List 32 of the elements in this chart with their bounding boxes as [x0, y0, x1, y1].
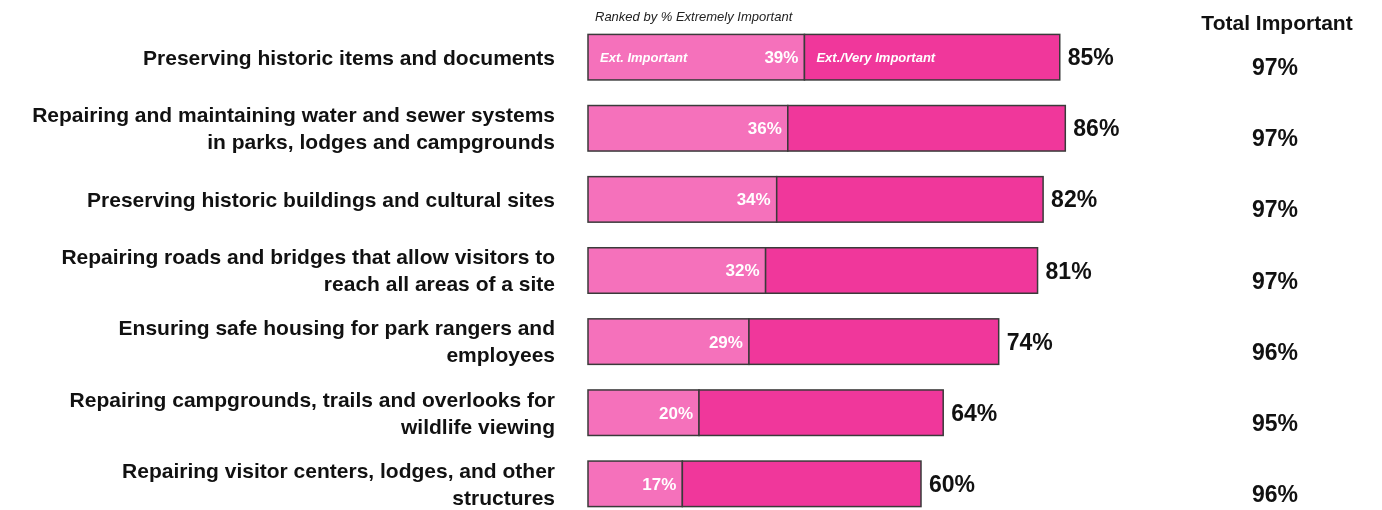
- total-label: 86%: [1073, 115, 1120, 142]
- total-label: 64%: [951, 399, 998, 426]
- y-tick-label: Repairing visitor centers, lodges, and other structures: [122, 458, 555, 509]
- text: 96%: [1251, 338, 1299, 365]
- y-tick-label: Ensuring safe housing for park rangers and employees: [118, 316, 555, 367]
- total-label: 74%: [1006, 328, 1053, 355]
- y-tick-label: Preserving historic items and documents: [143, 45, 555, 69]
- y-tick-label: Preserving historic buildings and cultural sites: [87, 187, 555, 211]
- data-label: 39%: [764, 48, 799, 68]
- data-label: 34%: [736, 190, 771, 210]
- text: 95%: [1251, 409, 1299, 436]
- data-label: 17%: [642, 474, 677, 494]
- total-label: 82%: [1051, 186, 1098, 213]
- data-label: 32%: [725, 261, 760, 281]
- data-label: 20%: [658, 403, 693, 423]
- data-label: 29%: [708, 332, 743, 352]
- y-tick-label: Repairing campgrounds, trails and overlooks for wildlife viewing: [69, 387, 555, 438]
- y-tick-label: Repairing roads and bridges that allow visitors to reach all areas of a site: [61, 245, 555, 296]
- text: 97%: [1251, 196, 1299, 223]
- text: Total Important: [1201, 11, 1353, 34]
- total-label: 85%: [1067, 44, 1114, 71]
- series-label: Ext. Important: [600, 49, 689, 65]
- text: 97%: [1251, 125, 1299, 152]
- series-label: Ext./Very Important: [816, 49, 936, 65]
- text: 97%: [1251, 54, 1299, 81]
- total-label: 81%: [1045, 257, 1092, 284]
- text: 96%: [1251, 480, 1299, 507]
- total-label: 60%: [929, 470, 976, 497]
- chart-subtitle: Ranked by % Extremely Important: [595, 9, 794, 24]
- data-label: 36%: [747, 119, 782, 139]
- y-tick-label: Repairing and maintaining water and sewer systems in parks, lodges and campgrounds: [32, 103, 555, 154]
- text: 97%: [1251, 267, 1299, 294]
